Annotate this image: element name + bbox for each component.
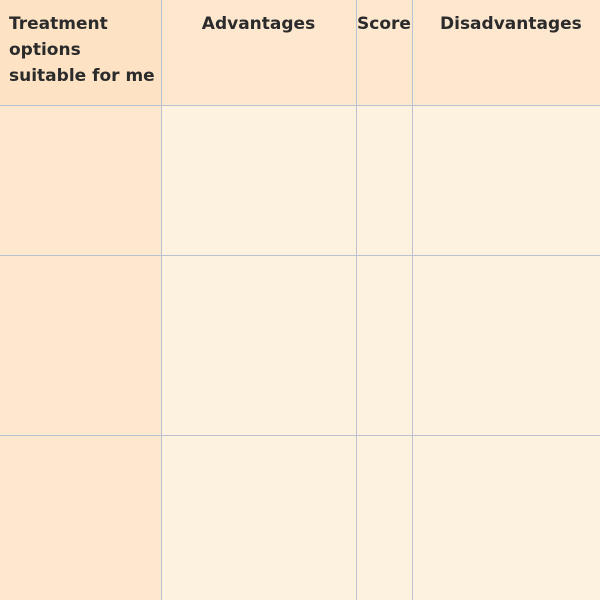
header-score-label: Score [357, 14, 411, 34]
row-1-score-cell[interactable] [356, 105, 412, 255]
header-treatment-options-label: Treatment options suitable for me [9, 14, 155, 86]
header-disadvantages: Disadvantages [412, 0, 600, 105]
header-advantages-label: Advantages [201, 14, 316, 34]
header-treatment-options: Treatment options suitable for me [0, 0, 161, 105]
column-divider [412, 0, 413, 600]
row-divider [0, 435, 600, 436]
row-3-treatment-cell[interactable] [0, 435, 161, 600]
row-2-advantages-cell[interactable] [161, 255, 356, 435]
row-1-disadvantages-cell[interactable] [412, 105, 600, 255]
row-3-disadvantages-cell[interactable] [412, 435, 600, 600]
header-score: Score [356, 0, 412, 105]
row-2-disadvantages-cell[interactable] [412, 255, 600, 435]
row-3-score-cell[interactable] [356, 435, 412, 600]
column-divider [356, 0, 357, 600]
header-disadvantages-label: Disadvantages [440, 14, 582, 34]
row-1-treatment-cell[interactable] [0, 105, 161, 255]
row-3-advantages-cell[interactable] [161, 435, 356, 600]
row-divider [0, 255, 600, 256]
column-divider [161, 0, 162, 600]
header-advantages: Advantages [161, 0, 356, 105]
row-1-advantages-cell[interactable] [161, 105, 356, 255]
row-2-score-cell[interactable] [356, 255, 412, 435]
row-2-treatment-cell[interactable] [0, 255, 161, 435]
row-divider [0, 105, 600, 106]
